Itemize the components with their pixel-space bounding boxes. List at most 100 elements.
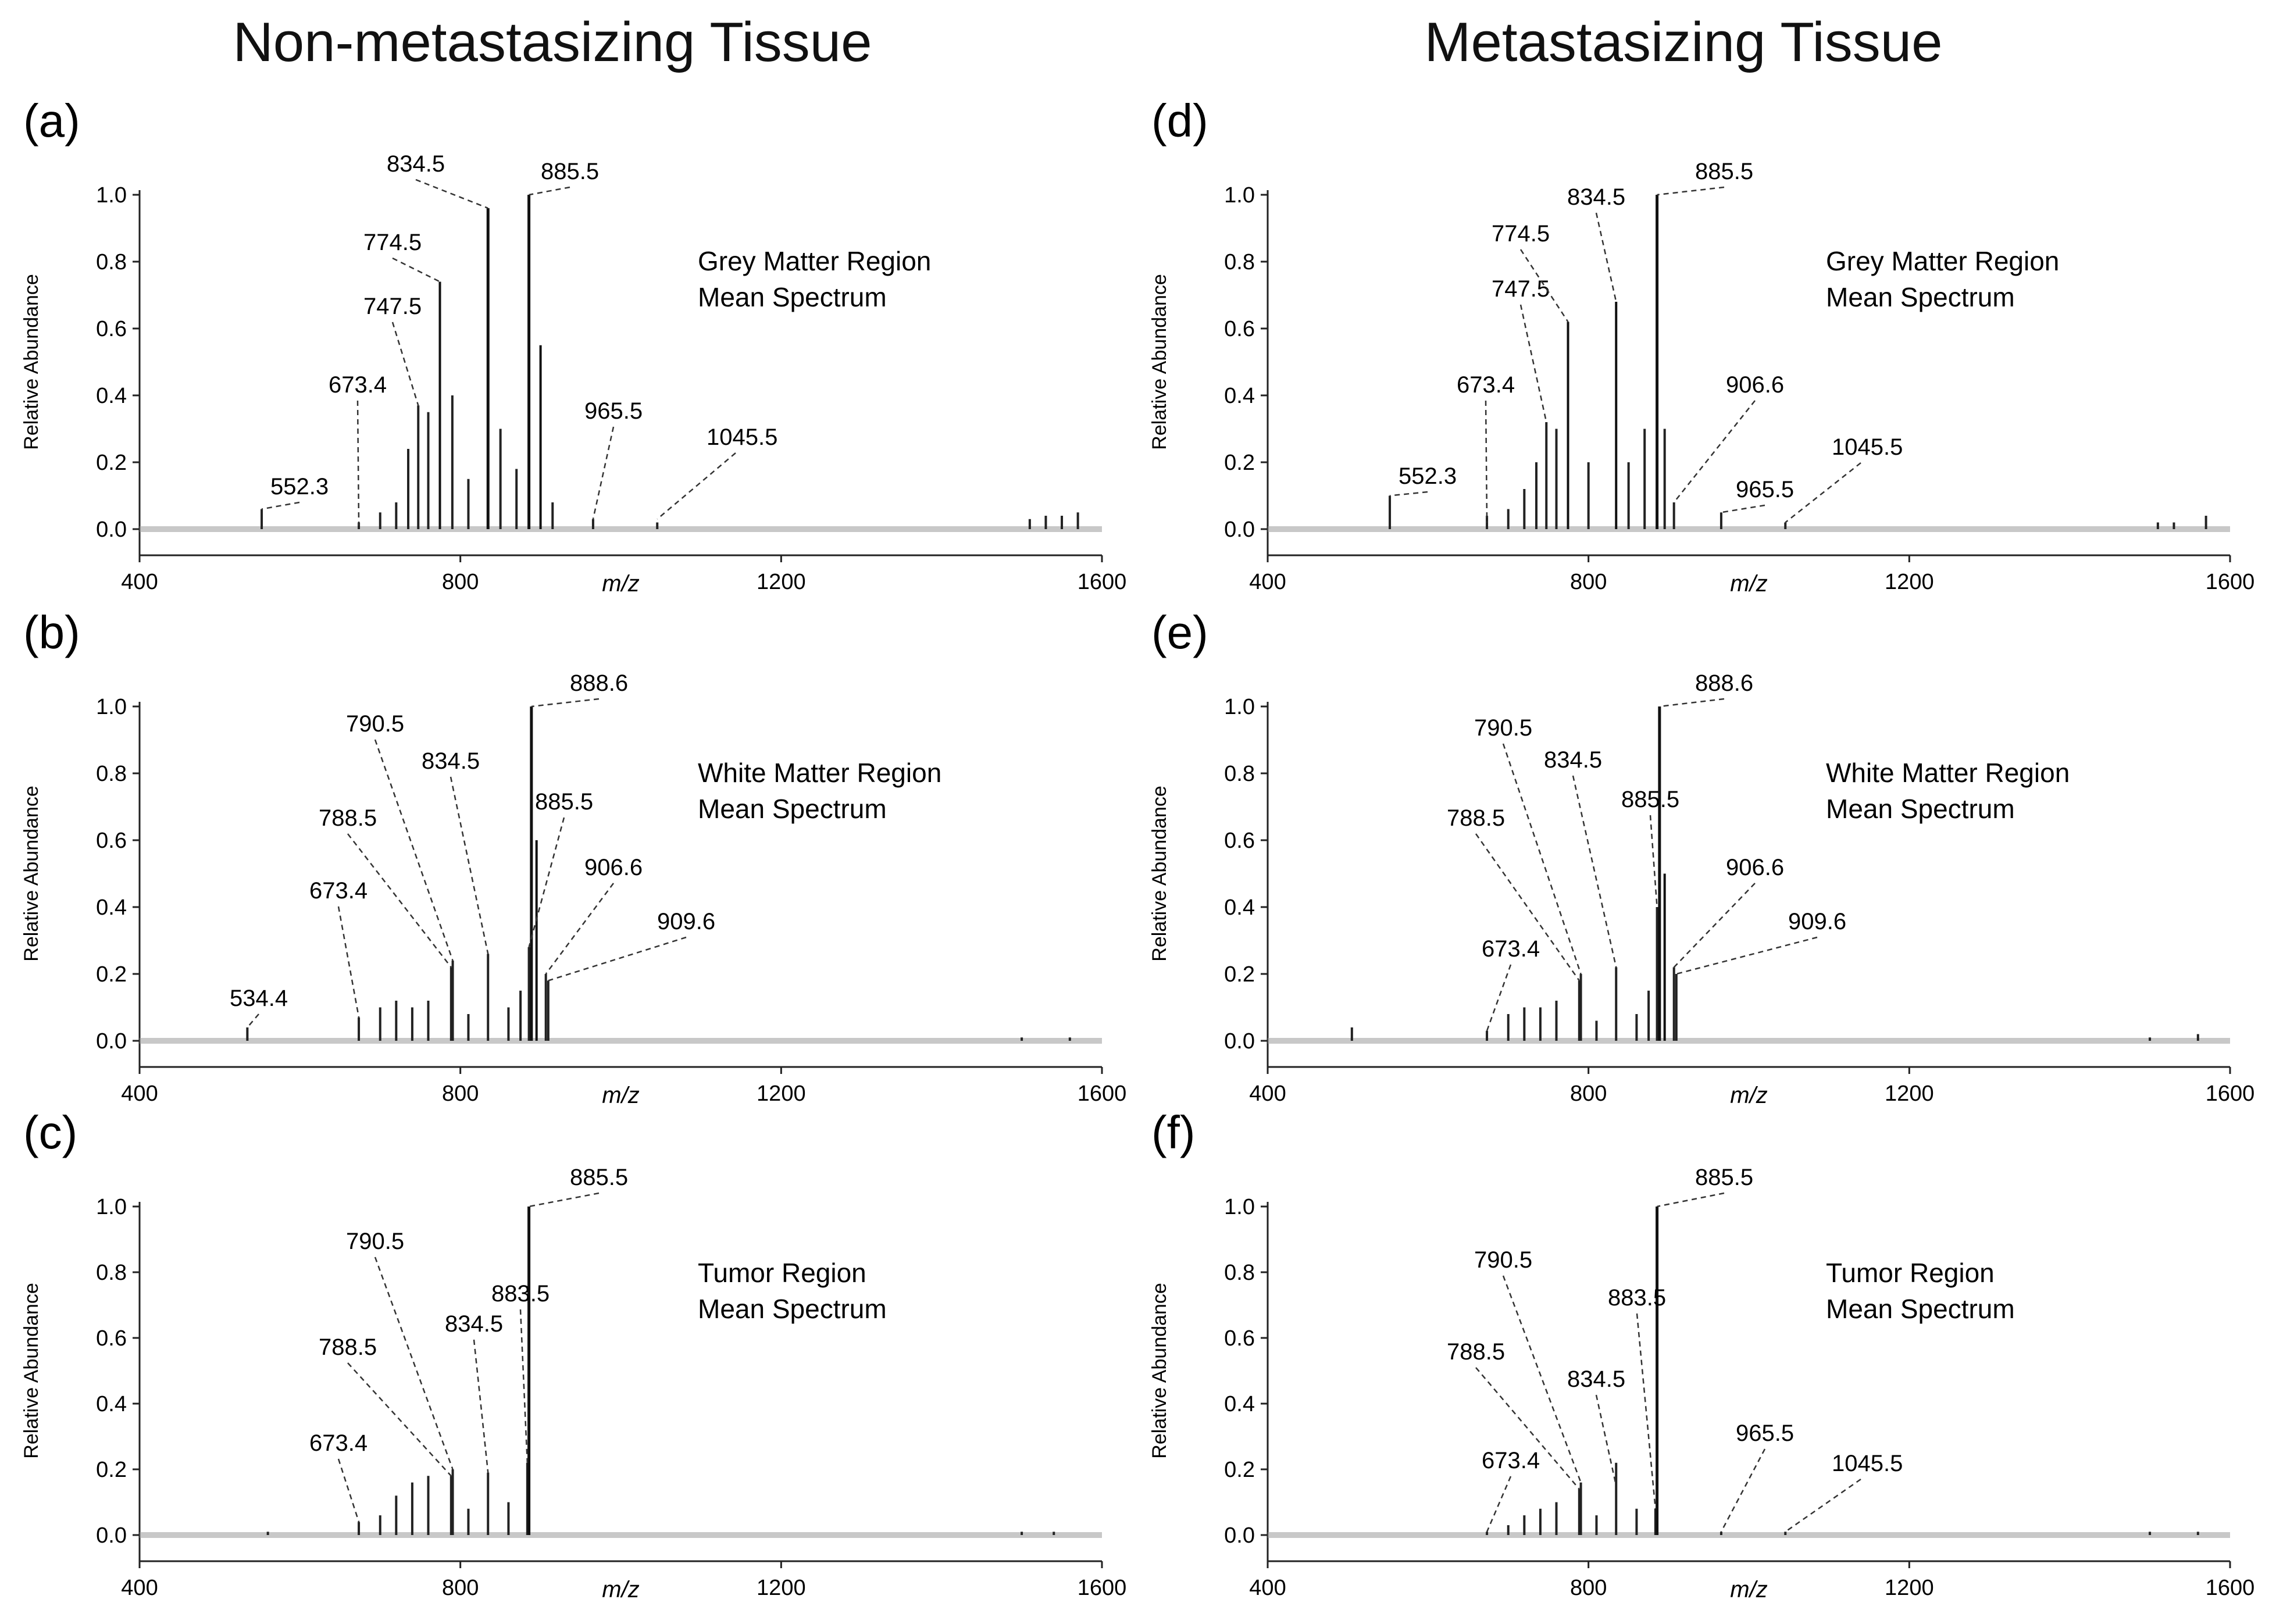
- annotation-leader: [1595, 212, 1617, 302]
- annotation-leader: [337, 1458, 360, 1522]
- annotation-leader: [1657, 186, 1725, 196]
- y-tick-label: 1.0: [96, 695, 127, 719]
- y-tick-label: 0.2: [96, 451, 127, 475]
- x-tick-label: 800: [442, 570, 479, 594]
- annotation-leader: [1676, 936, 1818, 975]
- x-tick-label: 1600: [1078, 570, 1127, 594]
- y-tick-label: 1.0: [96, 1195, 127, 1219]
- panel-label: (b): [23, 606, 80, 658]
- peak-label-788.5: 788.5: [319, 805, 377, 831]
- x-tick-label: 1200: [757, 1082, 806, 1106]
- y-tick-label: 0.8: [96, 250, 127, 274]
- y-tick-label: 0.2: [1224, 1458, 1255, 1482]
- panel-b: (b) 0.0 0.2 0.4 0.6 0.8 1.0 Relative Abundance 4…: [20, 606, 1126, 1108]
- y-tick-label: 0.8: [96, 1261, 127, 1285]
- peak-label-834.5: 834.5: [445, 1311, 503, 1337]
- peak-label-909.6: 909.6: [657, 909, 715, 934]
- y-axis-label: Relative Abundance: [1148, 786, 1171, 961]
- baseline-noise: [1268, 1038, 2230, 1044]
- x-tick-label: 1600: [1078, 1082, 1127, 1106]
- annotation-leader: [545, 883, 615, 975]
- x-tick-label: 1200: [757, 1576, 806, 1600]
- panel-f: (f) 0.0 0.2 0.4 0.6 0.8 1.0 Relative Abundance 4…: [1148, 1107, 2254, 1602]
- annotation-leader: [529, 186, 570, 196]
- annotation-leader: [473, 1339, 489, 1473]
- peak-label-790.5: 790.5: [1474, 1247, 1532, 1273]
- y-tick-label: 0.0: [96, 1029, 127, 1054]
- peak-label-965.5: 965.5: [1736, 477, 1794, 502]
- annotation-leader: [657, 452, 736, 520]
- x-tick-label: 800: [1570, 1576, 1607, 1600]
- y-axis-label: Relative Abundance: [20, 274, 42, 449]
- x-tick-label: 400: [121, 1576, 158, 1600]
- y-tick-label: 0.6: [96, 317, 127, 341]
- region-title-line: Tumor Region: [698, 1258, 866, 1288]
- x-axis-label: m/z: [602, 571, 639, 597]
- y-tick-label: 0.8: [1224, 762, 1255, 786]
- annotation-leader: [374, 739, 454, 961]
- annotation-leader: [374, 1257, 454, 1470]
- annotation-leader: [450, 776, 489, 954]
- x-tick-label: 1600: [2206, 570, 2255, 594]
- y-tick-label: 1.0: [1224, 183, 1255, 208]
- x-tick-label: 800: [1570, 1082, 1607, 1106]
- x-tick-label: 400: [1249, 1082, 1286, 1106]
- y-axis-label: Relative Abundance: [1148, 274, 1171, 449]
- peak-label-788.5: 788.5: [1447, 805, 1505, 831]
- panel-label: (c): [23, 1107, 77, 1158]
- annotation-leader: [1486, 1476, 1512, 1532]
- peak-label-906.6: 906.6: [1726, 372, 1784, 398]
- panel-a: (a) 0.0 0.2 0.4 0.6 0.8 1.0 Relative Abundance 4…: [20, 95, 1126, 597]
- y-tick-label: 0.4: [1224, 1392, 1255, 1416]
- baseline-noise: [140, 1038, 1102, 1044]
- peak-label-673.4: 673.4: [309, 1430, 368, 1456]
- peak-label-1045.5: 1045.5: [707, 424, 777, 450]
- panel-label: (a): [23, 95, 80, 147]
- annotation-leader: [1673, 400, 1756, 503]
- region-title-line: White Matter Region: [1826, 758, 2070, 788]
- y-tick-label: 0.0: [1224, 1523, 1255, 1548]
- region-title-line: Mean Spectrum: [1826, 794, 2015, 824]
- x-tick-label: 800: [442, 1082, 479, 1106]
- annotation-leader: [1659, 698, 1725, 708]
- annotation-leader: [1475, 833, 1580, 981]
- x-axis-label: m/z: [1730, 1577, 1767, 1602]
- peak-label-965.5: 965.5: [584, 398, 643, 424]
- peak-label-673.4: 673.4: [329, 372, 387, 398]
- y-tick-label: 0.2: [1224, 451, 1255, 475]
- annotation-leader: [337, 906, 360, 1018]
- peak-label-885.5: 885.5: [1695, 159, 1753, 184]
- peak-label-790.5: 790.5: [346, 1229, 404, 1254]
- y-tick-label: 0.4: [96, 1392, 127, 1416]
- annotation-leader: [261, 501, 300, 510]
- x-tick-label: 1600: [2206, 1082, 2255, 1106]
- y-tick-label: 0.2: [96, 962, 127, 987]
- x-tick-label: 1200: [1885, 1576, 1934, 1600]
- x-tick-label: 400: [1249, 1576, 1286, 1600]
- peak-label-906.6: 906.6: [1726, 855, 1784, 880]
- annotation-leader: [356, 400, 360, 526]
- region-title-line: Mean Spectrum: [698, 794, 887, 824]
- annotation-leader: [1785, 1478, 1861, 1533]
- x-axis-label: m/z: [602, 1577, 639, 1602]
- panel-label: (f): [1151, 1107, 1196, 1158]
- peak-label-909.6: 909.6: [1788, 909, 1846, 934]
- region-title-line: Mean Spectrum: [698, 282, 887, 312]
- panel-d: (d) 0.0 0.2 0.4 0.6 0.8 1.0 Relative Abundance 4…: [1148, 95, 2254, 597]
- annotation-leader: [1519, 304, 1547, 423]
- peak-label-747.5: 747.5: [1492, 276, 1550, 302]
- column-title-metastasizing: Metastasizing Tissue: [1424, 11, 1943, 73]
- annotation-leader: [1389, 491, 1428, 497]
- y-tick-label: 0.4: [1224, 384, 1255, 408]
- region-title-line: Grey Matter Region: [698, 246, 931, 276]
- panel-e: (e) 0.0 0.2 0.4 0.6 0.8 1.0 Relative Abundance 4…: [1148, 606, 2254, 1108]
- peak-label-834.5: 834.5: [1567, 184, 1625, 210]
- peak-label-883.5: 883.5: [491, 1281, 550, 1307]
- region-title-line: Mean Spectrum: [1826, 282, 2015, 312]
- peak-label-1045.5: 1045.5: [1832, 434, 1903, 460]
- peak-label-788.5: 788.5: [1447, 1339, 1505, 1365]
- peak-label-965.5: 965.5: [1736, 1420, 1794, 1446]
- x-tick-label: 800: [442, 1576, 479, 1600]
- y-tick-label: 0.6: [96, 1326, 127, 1351]
